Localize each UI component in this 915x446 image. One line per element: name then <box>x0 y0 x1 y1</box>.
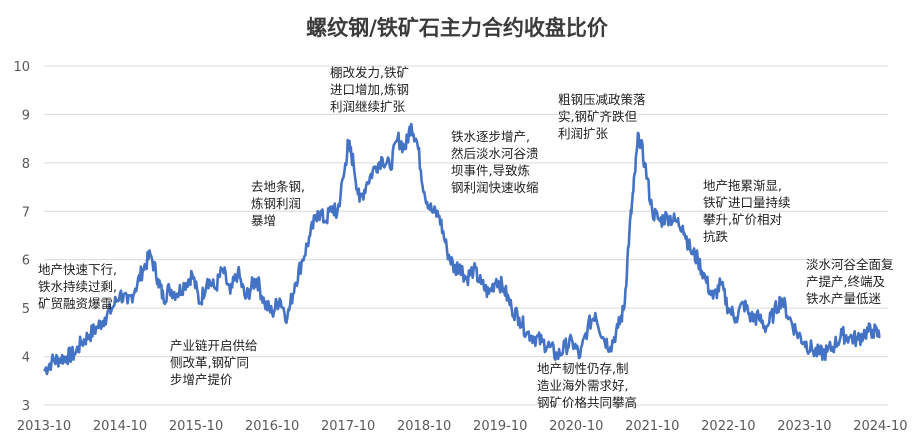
annotation-line: 实,钢矿齐跌但 <box>558 109 637 124</box>
annotation-line: 坝事件,导致炼 <box>451 163 530 178</box>
annotation-line: 产业链开启供给 <box>170 338 258 353</box>
y-tick-label: 4 <box>22 351 30 366</box>
x-tick-label: 2024-10 <box>853 419 907 434</box>
annotation-line: 进口增加,炼钢 <box>330 82 409 97</box>
x-tick-label: 2017-10 <box>321 419 375 434</box>
y-tick-label: 3 <box>22 399 30 414</box>
annotation-line: 铁矿进口量持续 <box>703 195 791 210</box>
x-tick-label: 2023-10 <box>777 419 831 434</box>
grid-lines <box>44 65 888 406</box>
y-tick-label: 6 <box>22 254 30 269</box>
x-tick-label: 2016-10 <box>245 419 299 434</box>
annotation-line: 钢矿价格共同攀高 <box>537 395 637 410</box>
annotation-line: 利润扩张 <box>558 126 609 141</box>
x-tick-label: 2018-10 <box>397 419 451 434</box>
annotation-line: 然后淡水河谷溃 <box>451 146 539 161</box>
annotation-line: 去地条钢, <box>251 179 305 194</box>
y-axis-ticks: 3 4 5 6 7 8 9 10 <box>13 60 30 414</box>
y-tick-label: 8 <box>22 157 30 172</box>
annotation-line: 地产拖累渐显, <box>703 178 782 193</box>
annotation-line: 铁水持续过剩, <box>38 279 117 294</box>
annotation-line: 暴增 <box>251 213 276 228</box>
annotation-line: 利润继续扩张 <box>330 99 406 114</box>
annotation-line: 矿贸融资爆雷 <box>38 296 113 311</box>
y-tick-label: 10 <box>13 60 30 75</box>
x-tick-label: 2015-10 <box>169 419 223 434</box>
x-tick-label: 2022-10 <box>701 419 755 434</box>
annotation-line: 铁水逐步增产, <box>451 129 530 144</box>
annotation-a1: 地产快速下行, 铁水持续过剩, 矿贸融资爆雷 <box>38 262 117 311</box>
annotation-line: 钢利润快速收缩 <box>451 180 539 195</box>
x-tick-label: 2020-10 <box>549 419 603 434</box>
series-layer <box>43 122 881 376</box>
y-tick-label: 7 <box>22 205 30 220</box>
annotation-line: 攀升,矿价相对 <box>703 212 782 227</box>
annotation-line: 铁水产量低迷 <box>806 291 882 306</box>
annotation-line: 粗钢压减政策落 <box>558 92 646 107</box>
x-tick-label: 2013-10 <box>17 419 71 434</box>
annotation-line: 抗跌 <box>703 229 729 244</box>
annotation-line: 炼钢利润 <box>251 196 301 211</box>
annotation-line: 产提产,终端及 <box>806 274 885 289</box>
x-tick-label: 2014-10 <box>93 419 147 434</box>
annotation-line: 棚改发力,铁矿 <box>330 65 409 80</box>
x-axis-ticks: 2013-10 2014-10 2015-10 2016-10 2017-10 2018-… <box>17 419 908 434</box>
annotation-line: 侧改革,钢矿同 <box>170 355 249 370</box>
annotation-line: 地产韧性仍存,制 <box>537 361 628 376</box>
annotation-line: 地产快速下行, <box>38 262 117 277</box>
chart-title: 螺纹钢/铁矿石主力合约收盘比价 <box>306 16 609 40</box>
y-tick-label: 5 <box>22 302 30 317</box>
annotation-line: 造业海外需求好, <box>537 378 628 393</box>
annotation-line: 步增产提价 <box>170 372 233 387</box>
annotation-line: 淡水河谷全面复 <box>806 257 894 272</box>
y-tick-label: 9 <box>22 108 30 123</box>
series-line <box>43 122 881 376</box>
x-tick-label: 2019-10 <box>473 419 527 434</box>
x-tick-label: 2021-10 <box>625 419 679 434</box>
